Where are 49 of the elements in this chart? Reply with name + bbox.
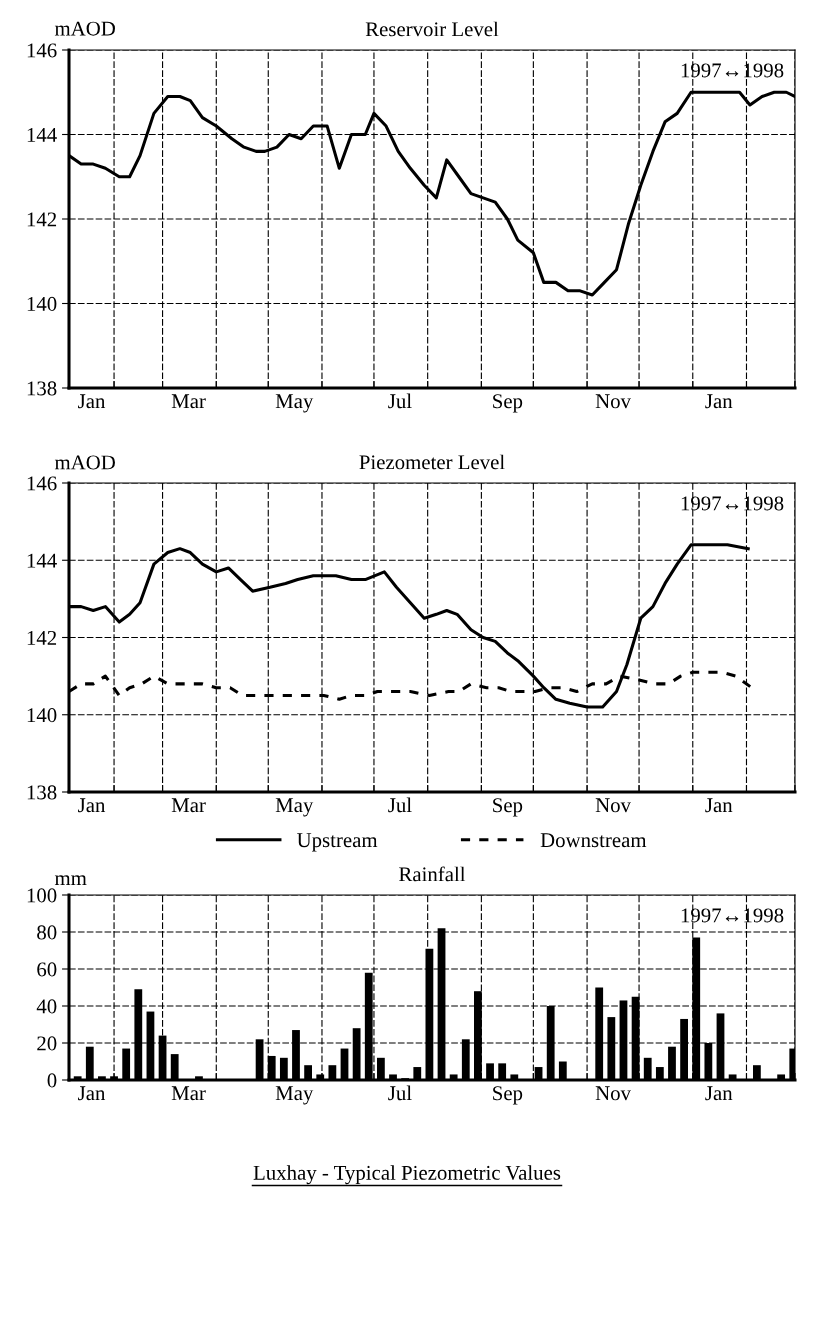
- y-tick-label: 100: [27, 888, 57, 903]
- chart-title: Rainfall: [399, 866, 466, 882]
- y-axis-title: mm: [54, 875, 87, 886]
- y-tick-label: 142: [27, 212, 57, 227]
- y-tick-label: 20: [37, 1036, 57, 1051]
- y-tick-label: 140: [27, 296, 57, 311]
- x-tick-label: May: [275, 394, 314, 413]
- x-tick-label: Mar: [171, 1086, 206, 1101]
- x-tick-label: Nov: [595, 394, 632, 409]
- legend-label: Upstream: [297, 833, 378, 852]
- y-tick-label: 138: [27, 785, 57, 800]
- y-axis-title: mAOD: [54, 21, 115, 36]
- x-tick-label: Nov: [595, 798, 632, 813]
- chart-title: Reservoir Level: [365, 21, 499, 37]
- x-tick-label: Nov: [595, 1086, 632, 1101]
- y-tick-label: 138: [27, 381, 57, 396]
- x-tick-label: Jul: [388, 393, 412, 409]
- y-tick-label: 144: [27, 127, 57, 142]
- annotation: 1997↔1998: [681, 496, 784, 511]
- x-tick-label: Jan: [78, 798, 106, 813]
- y-tick-label: 60: [37, 962, 57, 977]
- x-tick-label: Jul: [388, 797, 412, 813]
- x-tick-label: Jan: [78, 394, 106, 409]
- x-tick-label: May: [275, 798, 314, 817]
- y-tick-label: 142: [27, 630, 57, 645]
- y-tick-label: 146: [27, 476, 57, 491]
- chart-title: Piezometer Level: [359, 454, 505, 470]
- annotation: 1997↔1998: [681, 63, 784, 78]
- x-tick-label: Sep: [493, 1086, 523, 1105]
- y-axis-title: mAOD: [54, 455, 115, 470]
- annotation: 1997↔1998: [681, 908, 784, 923]
- x-tick-label: May: [275, 1086, 314, 1105]
- y-tick-label: 144: [27, 553, 57, 568]
- x-tick-label: Sep: [493, 798, 523, 817]
- x-tick-label: Mar: [171, 798, 206, 813]
- y-tick-label: 140: [27, 708, 57, 723]
- y-tick-label: 0: [47, 1073, 57, 1088]
- text: Luxhay - Typical Piezometric Values: [253, 1165, 561, 1185]
- y-tick-label: 80: [37, 925, 57, 940]
- x-tick-label: Mar: [171, 394, 206, 409]
- x-tick-label: Jul: [388, 1085, 412, 1101]
- y-tick-label: 40: [36, 999, 57, 1014]
- y-tick-label: 146: [27, 43, 57, 58]
- x-tick-label: Jan: [78, 1086, 106, 1101]
- legend-label: Downstream: [540, 833, 647, 848]
- x-tick-label: Jan: [705, 798, 733, 813]
- x-tick-label: Jan: [705, 1086, 733, 1101]
- x-tick-label: Jan: [705, 394, 733, 409]
- x-tick-label: Sep: [493, 394, 523, 413]
